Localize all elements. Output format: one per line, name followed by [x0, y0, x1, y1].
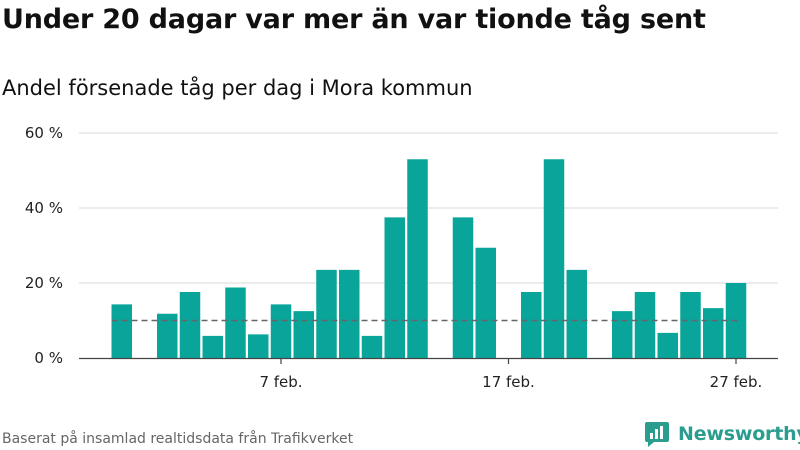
- bar: [361, 335, 383, 358]
- bar: [452, 217, 474, 358]
- chart-title: Under 20 dagar var mer än var tionde tåg…: [2, 4, 706, 35]
- bar: [248, 334, 269, 358]
- x-axis-labels: 7 feb. 17 feb. 27 feb.: [259, 373, 762, 391]
- source-note: Baserat på insamlad realtidsdata från Tr…: [2, 431, 354, 447]
- bar: [111, 304, 132, 358]
- bar: [634, 292, 656, 358]
- y-tick-label: 60 %: [25, 124, 63, 142]
- bar: [293, 311, 314, 358]
- bar: [612, 311, 633, 358]
- bar: [339, 269, 360, 358]
- bar: [521, 292, 542, 358]
- brand-logo: Newsworthy: [644, 420, 800, 448]
- y-axis-labels: 0 % 20 % 40 % 60 %: [25, 124, 63, 367]
- bar: [657, 332, 678, 358]
- bar: [270, 304, 292, 358]
- y-tick-label: 40 %: [25, 199, 63, 217]
- x-tick-label: 27 feb.: [710, 373, 763, 391]
- brand-name: Newsworthy: [678, 423, 800, 445]
- bar-chart-logo-icon: [645, 422, 669, 447]
- bar: [703, 308, 724, 358]
- bar: [475, 247, 496, 358]
- x-tick-label: 17 feb.: [482, 373, 535, 391]
- y-tick-label: 0 %: [34, 349, 63, 367]
- bar: [316, 269, 337, 358]
- y-tick-label: 20 %: [25, 274, 63, 292]
- bar: [566, 269, 587, 358]
- bar: [202, 335, 223, 358]
- bar: [157, 313, 178, 358]
- bars: [111, 159, 747, 358]
- bar: [407, 159, 428, 358]
- x-axis: [79, 357, 778, 364]
- gridlines: [79, 132, 778, 284]
- bar: [384, 217, 405, 358]
- x-tick-label: 7 feb.: [259, 373, 302, 391]
- bar: [225, 287, 246, 358]
- chart-subtitle: Andel försenade tåg per dag i Mora kommu…: [2, 76, 473, 100]
- bar: [179, 292, 201, 358]
- bar: [543, 159, 565, 358]
- bar: [680, 292, 701, 358]
